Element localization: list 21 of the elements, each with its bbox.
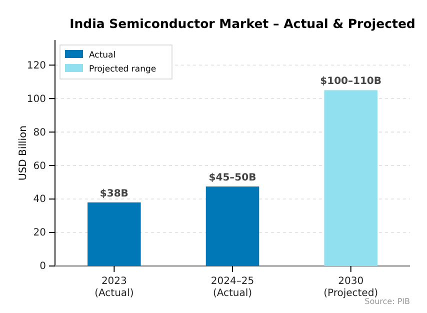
chart-title: India Semiconductor Market – Actual & Projected — [70, 16, 416, 31]
legend-label: Projected range — [89, 64, 156, 74]
data-label: $45–50B — [208, 172, 256, 184]
data-label: $100–110B — [320, 76, 382, 88]
y-tick-label: 100 — [26, 94, 46, 105]
y-tick-label: 120 — [26, 60, 46, 72]
y-tick-label: 60 — [33, 160, 46, 172]
y-tick-label: 40 — [33, 194, 46, 206]
x-tick-label: 2030 (Projected) — [324, 276, 378, 299]
x-tick-label: 2023 (Actual) — [94, 276, 134, 299]
bar — [88, 202, 141, 266]
y-axis-title: USD Billion — [18, 126, 29, 180]
bar — [324, 90, 378, 266]
bar — [206, 186, 260, 266]
y-tick-label: 0 — [40, 261, 46, 272]
y-tick-label: 20 — [33, 228, 46, 239]
data-label: $38B — [100, 188, 128, 200]
y-tick-label: 80 — [33, 127, 46, 138]
source-note: Source: PIB — [364, 297, 410, 306]
x-tick-label: 2024–25 (Actual) — [210, 276, 254, 299]
legend-label: Actual — [89, 50, 116, 60]
